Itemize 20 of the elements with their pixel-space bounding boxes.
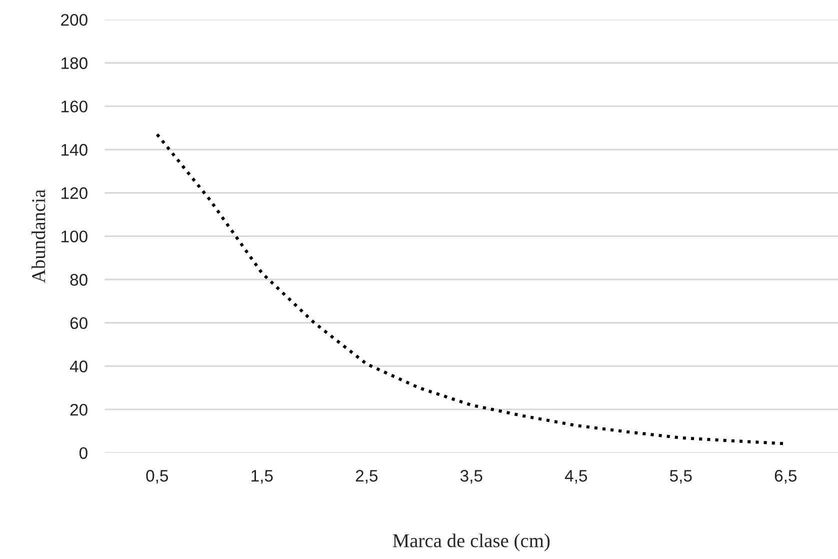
x-tick-label: 0,5 bbox=[146, 470, 168, 484]
x-tick-label: 3,5 bbox=[460, 470, 482, 484]
x-axis-title: Marca de clase (cm) bbox=[392, 534, 550, 552]
y-tick-label: 120 bbox=[62, 187, 88, 200]
y-tick-label: 20 bbox=[70, 404, 88, 416]
x-tick-label: 5,5 bbox=[670, 470, 692, 484]
y-tick-label: 200 bbox=[61, 14, 88, 26]
y-tick-label: 80 bbox=[70, 274, 88, 286]
y-tick-label: 60 bbox=[70, 317, 88, 330]
y-tick-label: 0 bbox=[79, 447, 88, 459]
y-tick-label: 100 bbox=[62, 230, 88, 242]
y-tick-label: 140 bbox=[62, 144, 88, 156]
y-tick-label: 160 bbox=[62, 100, 88, 112]
y-tick-label: 40 bbox=[70, 360, 88, 372]
x-tick-label: 6,5 bbox=[774, 470, 797, 484]
y-axis-title: Abundancia bbox=[32, 189, 46, 283]
x-tick-label: 2,5 bbox=[356, 470, 378, 484]
y-tick-label: 180 bbox=[62, 57, 88, 70]
x-tick-label: 4,5 bbox=[564, 470, 588, 484]
x-tick-label: 1,5 bbox=[252, 470, 273, 484]
